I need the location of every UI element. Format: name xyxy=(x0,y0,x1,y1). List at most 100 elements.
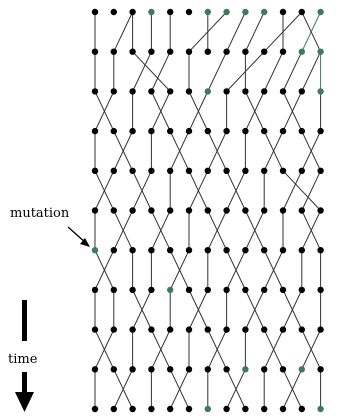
lineage-edge xyxy=(244,289,265,330)
individual-node xyxy=(298,286,305,294)
lineage-edge xyxy=(150,91,171,132)
lineage-edge xyxy=(263,249,284,291)
individual-node xyxy=(279,366,287,373)
individual-node xyxy=(91,366,99,373)
individual-node xyxy=(298,207,305,214)
individual-node xyxy=(317,127,324,135)
individual-node xyxy=(298,127,305,135)
individual-node xyxy=(204,48,211,55)
lineage-edge xyxy=(301,130,322,172)
individual-node xyxy=(261,127,268,135)
lineage-edge xyxy=(94,329,115,370)
individual-node xyxy=(204,247,211,254)
individual-node xyxy=(91,405,99,413)
individual-node xyxy=(298,167,305,174)
mutant-individual-node xyxy=(317,48,324,55)
individual-node xyxy=(167,88,174,95)
mutant-individual-node xyxy=(204,405,211,413)
individual-node xyxy=(148,247,155,254)
lineage-edge xyxy=(113,369,134,410)
individual-node xyxy=(185,167,193,174)
individual-node xyxy=(317,366,324,373)
individual-node xyxy=(204,207,211,214)
individual-node xyxy=(148,366,155,373)
lineage-edge xyxy=(94,249,115,291)
mutant-individual-node xyxy=(148,8,155,16)
lineage-edge xyxy=(132,289,152,330)
individual-node xyxy=(261,286,268,294)
mutant-individual-node xyxy=(167,286,174,294)
individual-node xyxy=(223,247,230,254)
individual-node xyxy=(242,48,249,55)
lineage-edge xyxy=(150,329,171,370)
lineage-edge xyxy=(244,210,265,251)
individual-node xyxy=(110,207,118,214)
mutant-individual-node xyxy=(298,366,305,373)
mutant-individual-node xyxy=(317,88,324,95)
individual-node xyxy=(242,88,249,95)
individual-node xyxy=(223,167,230,174)
lineage-edge xyxy=(226,249,246,291)
individual-node xyxy=(167,207,174,214)
individual-node xyxy=(242,247,249,254)
individual-node xyxy=(298,247,305,254)
lineage-edge xyxy=(207,51,228,92)
individual-node xyxy=(279,127,287,135)
individual-node xyxy=(110,167,118,174)
individual-node xyxy=(223,286,230,294)
individual-node xyxy=(223,48,230,55)
individual-node xyxy=(261,88,268,95)
lineage-edge xyxy=(207,329,228,370)
individual-node xyxy=(91,326,99,333)
individual-node xyxy=(129,326,136,333)
lineage-edge xyxy=(301,329,322,370)
individual-node xyxy=(279,326,287,333)
lineage-edge xyxy=(301,210,322,251)
lineage-edge xyxy=(188,91,209,132)
individual-node xyxy=(279,8,287,16)
individual-node xyxy=(223,88,230,95)
individual-node xyxy=(129,167,136,174)
individual-node xyxy=(148,48,155,55)
lineage-edge xyxy=(263,130,284,172)
individual-node xyxy=(242,286,249,294)
individual-node xyxy=(242,207,249,214)
individual-node xyxy=(317,247,324,254)
lineage-edge xyxy=(94,91,115,132)
mutant-individual-node xyxy=(317,8,324,16)
individual-node xyxy=(204,127,211,135)
individual-node xyxy=(261,167,268,174)
individual-node xyxy=(91,167,99,174)
individual-node xyxy=(91,8,99,16)
individual-node xyxy=(261,366,268,373)
individual-node xyxy=(223,405,230,413)
individual-node xyxy=(223,127,230,135)
individual-node xyxy=(223,366,230,373)
individual-node xyxy=(298,8,305,16)
individual-node xyxy=(148,127,155,135)
lineage-edge xyxy=(244,11,265,52)
individual-node xyxy=(279,88,287,95)
individual-node xyxy=(185,286,193,294)
lineage-edge xyxy=(169,369,190,410)
individual-node xyxy=(129,48,136,55)
individual-node xyxy=(110,366,118,373)
lineage-edge xyxy=(113,11,134,52)
time-arrow-shaft-top xyxy=(22,300,27,341)
individual-node xyxy=(185,207,193,214)
mutant-individual-node xyxy=(204,8,211,16)
individual-node xyxy=(185,326,193,333)
mutant-individual-node xyxy=(317,405,324,413)
mutant-individual-node xyxy=(261,8,268,16)
lineage-edge xyxy=(132,51,171,92)
mutant-individual-node xyxy=(91,247,99,254)
individual-node xyxy=(261,247,268,254)
individual-node xyxy=(298,405,305,413)
individual-node xyxy=(317,167,324,174)
lineage-edge xyxy=(132,51,152,92)
individual-node xyxy=(317,326,324,333)
individual-node xyxy=(261,326,268,333)
individual-node xyxy=(242,127,249,135)
lineage-edge xyxy=(282,51,303,92)
individual-node xyxy=(298,326,305,333)
